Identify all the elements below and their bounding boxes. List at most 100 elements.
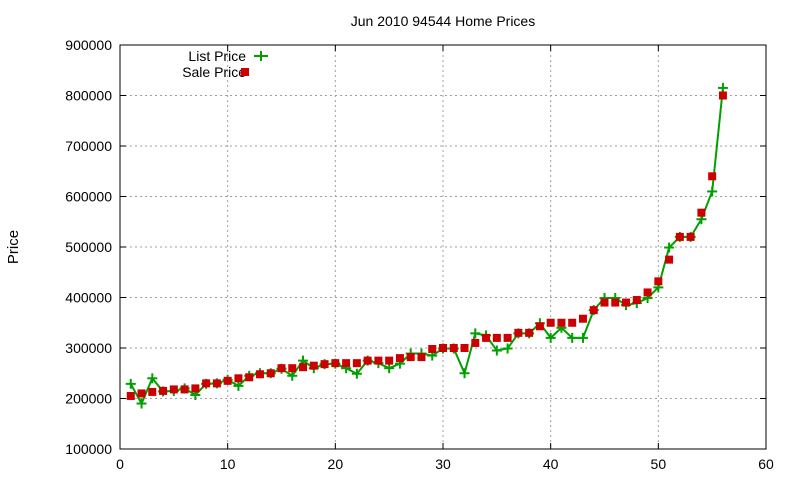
list-price-point: [707, 186, 718, 197]
y-tick-label: 500000: [65, 239, 112, 255]
sale-price-point: [191, 384, 200, 393]
y-tick-label: 700000: [65, 138, 112, 154]
sale-price-point: [331, 359, 340, 368]
list-price-point: [287, 370, 298, 381]
sale-price-point: [471, 338, 480, 347]
y-axis-tick-labels: 100000 200000 300000 400000 500000 600000 7000…: [65, 37, 112, 457]
list-price-line: [129, 87, 724, 406]
sale-price-point: [643, 288, 652, 297]
y-tick-label: 400000: [65, 290, 112, 306]
sale-price-point: [708, 172, 717, 181]
sale-price-point: [234, 374, 243, 383]
sale-price-point: [600, 298, 609, 307]
sale-price-point: [159, 386, 168, 395]
sale-price-point: [557, 318, 566, 327]
list-price-point: [491, 345, 502, 356]
x-axis-tick-labels: 0 10 20 30 40 50 60: [116, 456, 774, 472]
list-price-point: [470, 328, 481, 339]
list-price-point: [351, 368, 362, 379]
sale-price-point: [374, 356, 383, 365]
sale-price-point: [148, 387, 157, 396]
list-price-point: [717, 82, 728, 93]
sale-price-point: [395, 354, 404, 363]
sale-price-point: [202, 379, 211, 388]
sale-price-point: [299, 363, 308, 372]
sale-price-point: [482, 333, 491, 342]
y-tick-label: 900000: [65, 37, 112, 53]
sale-price-point: [578, 314, 587, 323]
list-price-point: [577, 332, 588, 343]
chart-title: Jun 2010 94544 Home Prices: [351, 13, 535, 29]
sale-price-point: [546, 318, 555, 327]
sale-price-point: [675, 232, 684, 241]
sale-price-point: [277, 364, 286, 373]
sale-price-point: [212, 379, 221, 388]
sale-price-point: [514, 328, 523, 337]
sale-price-point: [697, 208, 706, 217]
sale-price-point: [525, 328, 534, 337]
sale-price-point: [568, 318, 577, 327]
sale-price-point: [363, 356, 372, 365]
sale-price-point: [320, 360, 329, 369]
x-tick-label: 60: [758, 456, 774, 472]
x-tick-label: 40: [543, 456, 559, 472]
x-tick-label: 20: [328, 456, 344, 472]
list-price-point: [384, 363, 395, 374]
list-price-point: [136, 398, 147, 409]
list-price-point: [502, 343, 513, 354]
list-price-point: [545, 332, 556, 343]
sale-price-point: [385, 356, 394, 365]
sale-price-point: [686, 232, 695, 241]
sale-price-point: [654, 277, 663, 286]
sale-price-point: [718, 91, 727, 100]
sale-price-point: [503, 333, 512, 342]
list-price-point: [664, 242, 675, 253]
x-tick-label: 30: [435, 456, 451, 472]
y-tick-label: 800000: [65, 88, 112, 104]
legend-plus-swatch: [256, 51, 266, 61]
sale-price-point: [309, 361, 318, 370]
sale-price-point: [180, 385, 189, 394]
sale-price-point: [611, 298, 620, 307]
sale-price-point: [137, 389, 146, 398]
sale-price-point: [449, 344, 458, 352]
sale-price-point: [665, 255, 674, 264]
sale-price-point: [223, 376, 232, 385]
y-tick-label: 600000: [65, 189, 112, 205]
legend-label: Sale Price: [182, 64, 246, 80]
list-price-point: [459, 368, 470, 379]
x-tick-label: 10: [220, 456, 236, 472]
sale-price-point: [589, 306, 598, 315]
sale-price-point: [622, 298, 631, 307]
list-price-point: [567, 332, 578, 343]
y-tick-label: 200000: [65, 391, 112, 407]
sale-price-point: [126, 391, 135, 400]
x-tick-label: 50: [651, 456, 667, 472]
y-tick-label: 100000: [65, 441, 112, 457]
sale-price-point: [535, 322, 544, 331]
x-tick-label: 0: [116, 456, 124, 472]
sale-price-point: [632, 296, 641, 305]
sale-price-point: [288, 364, 297, 373]
sale-price-point: [492, 333, 501, 342]
axis-ticks: [119, 44, 767, 450]
sale-price-point: [169, 385, 178, 394]
list-price-point: [125, 378, 136, 389]
legend-square-swatch: [241, 68, 249, 76]
sale-price-point: [245, 373, 254, 382]
y-axis-label: Price: [5, 230, 22, 264]
series-list-price: [125, 82, 728, 409]
sale-price-point: [460, 344, 469, 352]
sale-price-point: [417, 353, 426, 362]
series-layer: [125, 82, 728, 409]
sale-price-point: [255, 370, 264, 379]
series-sale-price: [126, 91, 727, 400]
sale-price-point: [352, 359, 361, 368]
list-price-point: [233, 380, 244, 391]
sale-price-point: [439, 344, 447, 352]
sale-price-point: [342, 359, 351, 368]
sale-price-point: [428, 345, 437, 354]
legend-label: List Price: [188, 48, 246, 64]
